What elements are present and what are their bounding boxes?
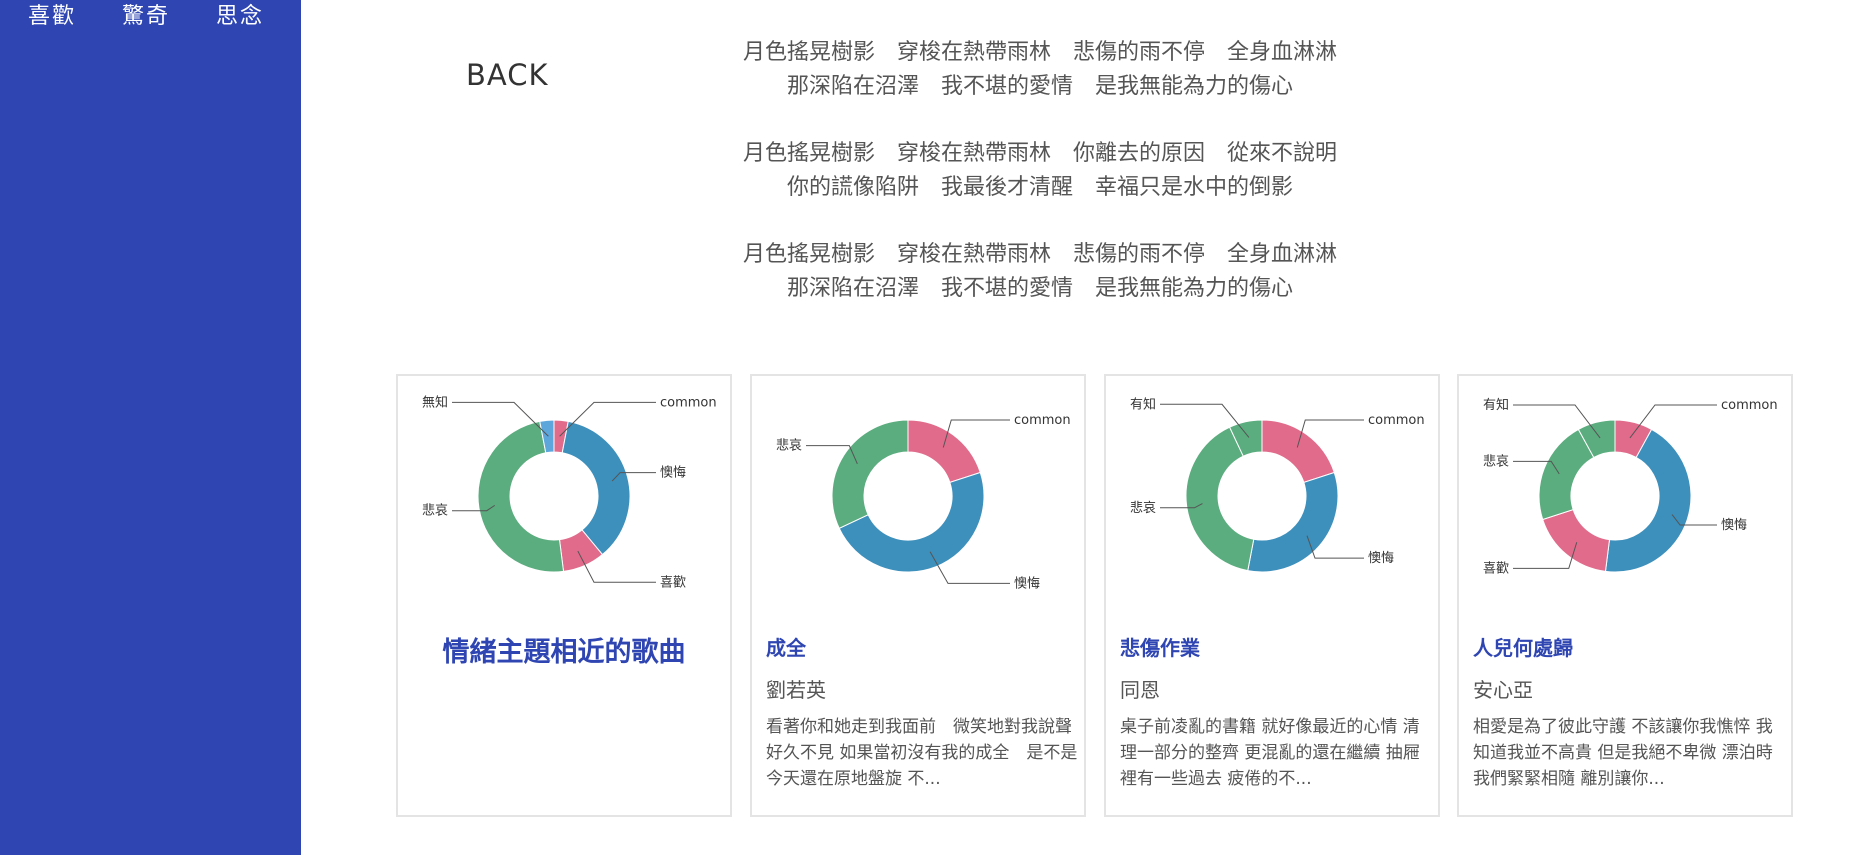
emotion-donut-chart: common 懊悔 悲哀 (776, 413, 1071, 591)
nav-item-surprise[interactable]: 驚奇 (122, 4, 171, 29)
donut-slice (907, 419, 981, 484)
section-title: 情緒主題相近的歌曲 (442, 637, 686, 668)
song-title[interactable]: 成全 (766, 636, 806, 660)
lyric-line: 那深陷在沼澤 我不堪的愛情 是我無能為力的傷心 (786, 74, 1293, 99)
slice-label: 無知 (422, 394, 448, 410)
song-card[interactable]: common 懊悔喜歡 悲哀 有知 人兒何處歸 安心亞 相愛是為了彼此守護 不該讓你我… (1457, 374, 1793, 817)
donut-slice (838, 471, 985, 573)
nav-item-miss[interactable]: 思念 (216, 4, 265, 29)
leader-line (1629, 404, 1717, 439)
slice-label: common (1014, 413, 1071, 428)
song-card[interactable]: common 懊悔 悲哀 有知 悲傷作業 同恩 桌子前凌亂的書籍 就好像最近的心情 清… (1104, 374, 1440, 817)
leader-line (1513, 460, 1560, 475)
donut-slice (1577, 419, 1616, 459)
slice-label: 悲哀 (422, 503, 448, 519)
lyric-line: 月色搖晃樹影 穿梭在熱帶雨林 悲傷的雨不停 全身血淋淋 (742, 40, 1337, 65)
leader-line (1160, 503, 1203, 509)
donut-slice (1542, 508, 1611, 572)
sidebar: 喜歡 驚奇 思念 (0, 0, 301, 855)
nav-item-like[interactable]: 喜歡 (28, 4, 77, 29)
song-lyrics-snippet: 相愛是為了彼此守護 不該讓你我憔悴 我知道我並不高貴 但是我絕不卑微 漂泊時我們… (1473, 717, 1773, 789)
donut-slice (1228, 419, 1263, 457)
slice-label: 悲哀 (1130, 500, 1156, 516)
donut-slice (1185, 426, 1255, 572)
song-title[interactable]: 悲傷作業 (1120, 636, 1200, 660)
leader-line (929, 551, 1010, 584)
leader-line (942, 419, 1010, 448)
slice-label: 喜歡 (660, 575, 686, 590)
slice-label: 懊悔 (1721, 517, 1747, 533)
back-link[interactable]: BACK (466, 58, 549, 92)
current-song-card: common 懊悔喜歡 悲哀 無知 情緒主題相近的歌曲 (396, 374, 732, 817)
song-lyrics-snippet: 桌子前凌亂的書籍 就好像最近的心情 清理一部分的整齊 更混亂的還在繼續 抽屜裡有… (1120, 717, 1420, 789)
lyric-line: 月色搖晃樹影 穿梭在熱帶雨林 悲傷的雨不停 全身血淋淋 (742, 242, 1337, 267)
song-card[interactable]: common 懊悔 悲哀 成全 劉若英 看著你和她走到我面前 微笑地對我說聲 好久不… (750, 374, 1086, 817)
lyric-line: 你的謊像陷阱 我最後才清醒 幸福只是水中的倒影 (786, 175, 1293, 200)
slice-label: 悲哀 (776, 438, 802, 454)
donut-slice (539, 419, 555, 454)
leader-line (1296, 419, 1364, 448)
slice-label: 懊悔 (1368, 550, 1394, 566)
emotion-donut-chart: common 懊悔 悲哀 有知 (1130, 396, 1425, 573)
leader-line (1306, 535, 1364, 559)
donut-slice (831, 419, 909, 530)
leader-line (1671, 514, 1717, 526)
slice-label: common (1368, 413, 1425, 428)
donut-slice (561, 420, 631, 556)
lyric-line: 那深陷在沼澤 我不堪的愛情 是我無能為力的傷心 (786, 276, 1293, 301)
donut-slice (1604, 428, 1692, 573)
donut-slice (477, 420, 565, 573)
leader-line (1513, 542, 1578, 569)
slice-label: 喜歡 (1483, 561, 1509, 576)
song-lyrics-snippet: 看著你和她走到我面前 微笑地對我說聲 好久不見 如果當初沒有我的成全 是不是今天… (766, 717, 1078, 789)
leader-line (577, 550, 656, 583)
slice-label: 悲哀 (1483, 453, 1509, 469)
slice-label: common (660, 395, 717, 410)
lyric-line: 月色搖晃樹影 穿梭在熱帶雨林 你離去的原因 從來不說明 (742, 141, 1337, 166)
song-artist: 安心亞 (1473, 678, 1533, 702)
slice-label: common (1721, 398, 1778, 413)
slice-label: 有知 (1483, 397, 1509, 413)
lyrics-panel: 月色搖晃樹影 穿梭在熱帶雨林 悲傷的雨不停 全身血淋淋 那深陷在沼澤 我不堪的愛… (700, 36, 1380, 306)
leader-line (806, 445, 858, 465)
donut-slice (1261, 419, 1335, 484)
leader-line (1160, 403, 1250, 438)
song-artist: 同恩 (1120, 678, 1160, 702)
leader-line (559, 401, 656, 437)
leader-line (452, 504, 496, 512)
leader-line (1513, 404, 1601, 439)
song-artist: 劉若英 (766, 678, 826, 702)
leader-line (611, 472, 656, 482)
song-title[interactable]: 人兒何處歸 (1473, 636, 1573, 660)
slice-label: 懊悔 (1014, 575, 1040, 591)
leader-line (452, 401, 549, 437)
slice-label: 懊悔 (660, 465, 686, 481)
donut-slice (1247, 471, 1339, 573)
slice-label: 有知 (1130, 396, 1156, 412)
